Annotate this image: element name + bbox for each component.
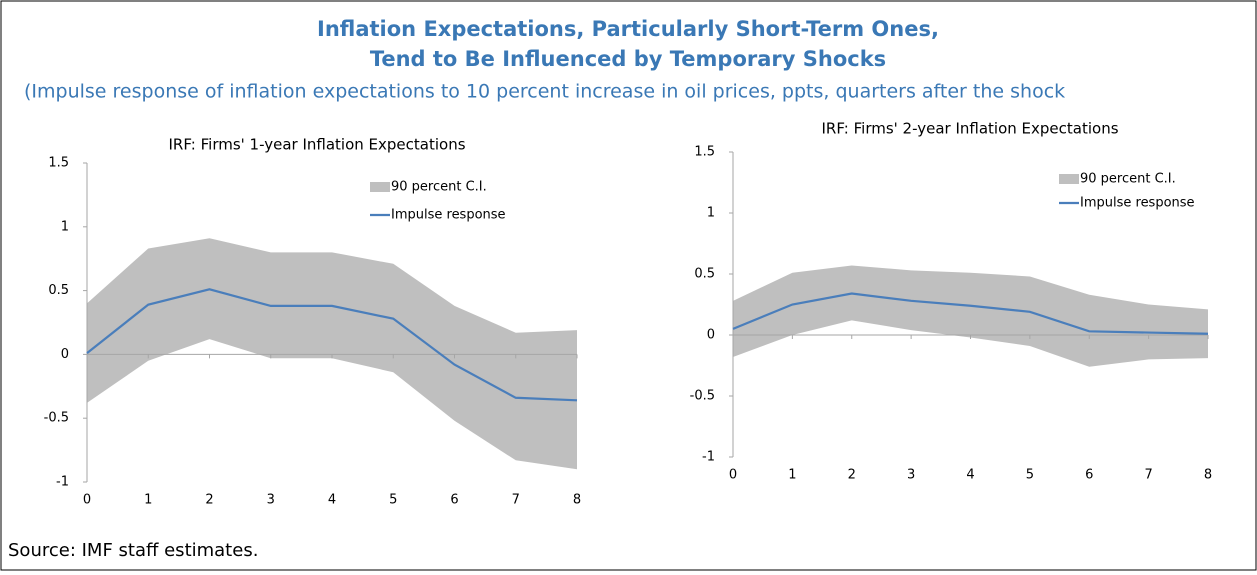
confidence-band [733, 265, 1208, 367]
impulse-line [732, 292, 1209, 335]
y-tick-label: 1.5 [48, 156, 69, 171]
x-tick-label: 4 [328, 493, 336, 508]
y-tick-label: 0 [707, 328, 715, 343]
x-tick-label: 7 [512, 493, 520, 508]
y-tick-label: 1.5 [694, 145, 715, 160]
confidence-band [87, 238, 577, 470]
y-tick-label: 0.5 [48, 283, 69, 298]
x-tick-label: 6 [1085, 468, 1093, 483]
x-tick-label: 8 [573, 493, 581, 508]
x-tick-label: 0 [729, 468, 737, 483]
title-line: Tend to Be Influenced by Temporary Shock… [370, 47, 886, 71]
x-tick-label: 4 [966, 468, 974, 483]
legend-label: 90 percent C.I. [391, 180, 487, 195]
x-tick-label: 2 [205, 493, 213, 508]
x-tick-label: 1 [144, 493, 152, 508]
legend-label: 90 percent C.I. [1080, 172, 1176, 187]
x-tick-label: 8 [1204, 468, 1212, 483]
x-tick-label: 5 [389, 493, 397, 508]
y-tick-label: -1 [56, 475, 69, 490]
subtitle: (Impulse response of inflation expectati… [24, 81, 1065, 103]
y-tick-label: 0 [61, 347, 69, 362]
y-tick-label: 1 [707, 206, 715, 221]
x-tick-label: 3 [907, 468, 915, 483]
y-tick-label: -0.5 [44, 411, 69, 426]
x-tick-label: 5 [1026, 468, 1034, 483]
y-tick-label: -1 [702, 450, 715, 465]
y-tick-label: -0.5 [690, 389, 715, 404]
legend-swatch [370, 182, 390, 192]
impulse-line [86, 288, 578, 402]
legend-swatch [1059, 174, 1079, 184]
y-tick-label: 0.5 [694, 267, 715, 282]
x-tick-label: 7 [1144, 468, 1152, 483]
x-tick-label: 2 [848, 468, 856, 483]
chart-title: IRF: Firms' 2-year Inflation Expectation… [821, 120, 1118, 138]
y-tick-label: 1 [61, 219, 69, 234]
legend-label: Impulse response [391, 208, 506, 223]
legend-label: Impulse response [1080, 196, 1195, 211]
title-line: Inflation Expectations, Particularly Sho… [317, 17, 939, 41]
x-tick-label: 0 [83, 493, 91, 508]
x-tick-label: 1 [788, 468, 796, 483]
x-tick-label: 3 [267, 493, 275, 508]
source: Source: IMF staff estimates. [8, 540, 258, 561]
x-tick-label: 6 [450, 493, 458, 508]
chart-title: IRF: Firms' 1-year Inflation Expectation… [168, 136, 465, 154]
